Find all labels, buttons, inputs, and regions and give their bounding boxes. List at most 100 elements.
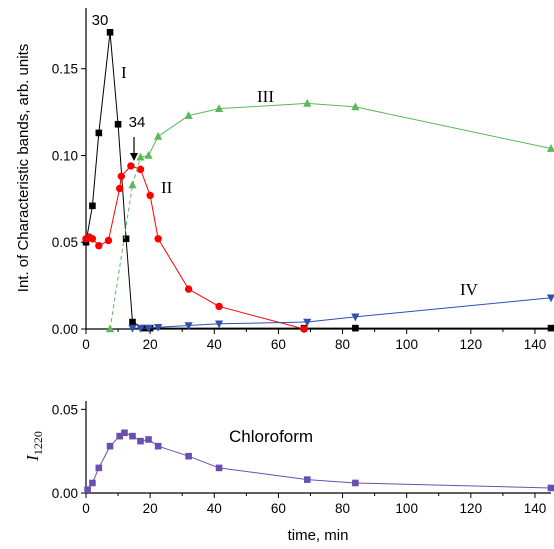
series-I-point <box>129 318 136 326</box>
series-IV-segment <box>219 321 308 325</box>
series-III-point <box>546 144 554 152</box>
series-IV-point <box>144 324 153 333</box>
series-II-point <box>88 235 97 243</box>
series-IV-segment <box>188 323 220 327</box>
bottom-series-layer <box>84 429 554 493</box>
series-I-point <box>122 235 130 243</box>
series-Chloroform-point <box>137 437 144 445</box>
series-Chloroform-segment <box>188 455 220 469</box>
series-III-segment <box>188 108 220 117</box>
series-label-II: II <box>161 178 173 197</box>
chloroform-panel: 0 20 40 60 80 100 120 140 0.00 0.05 I1220 Chlorof… <box>23 401 554 544</box>
series-Chloroform-segment <box>219 467 308 481</box>
series-Chloroform-segment <box>355 482 552 489</box>
bottom-y-axis-label-main: I <box>23 454 42 462</box>
series-III-point <box>136 152 145 161</box>
series-Chloroform-point <box>303 476 311 483</box>
series-II-segment <box>140 169 151 196</box>
bottom-y-tick-label: 0.05 <box>52 402 78 417</box>
series-III-segment <box>219 102 308 110</box>
top-axis-ticks: 0 20 40 60 80 100 120 140 0.00 0.05 0.10 0.15 <box>52 62 547 352</box>
annotation-34-arrow <box>130 137 138 161</box>
series-II-point <box>115 184 124 193</box>
series-II-segment <box>188 288 220 307</box>
top-x-tick-label: 120 <box>460 337 483 352</box>
series-Chloroform-segment <box>157 445 189 457</box>
series-IV-segment <box>158 325 189 328</box>
bottom-y-axis-label-sub: 1220 <box>31 431 45 455</box>
top-y-tick-label: 0.00 <box>52 322 78 337</box>
top-x-tick-label: 100 <box>395 337 418 352</box>
series-I-segment <box>117 124 127 239</box>
series-Chloroform-point <box>547 484 554 492</box>
series-Chloroform-point <box>116 432 123 440</box>
series-II-point <box>184 285 193 293</box>
series-label-chloroform: Chloroform <box>229 427 313 446</box>
top-y-tick-label: 0.05 <box>52 235 78 250</box>
series-II-segment <box>107 188 121 241</box>
series-IV-point <box>351 313 360 322</box>
series-I-point <box>114 120 122 128</box>
series-II-segment <box>157 238 190 290</box>
series-Chloroform-point <box>121 429 128 437</box>
top-series-layer <box>82 28 554 333</box>
annotation-34: 34 <box>129 114 146 131</box>
series-label-I: I <box>121 63 127 82</box>
bottom-x-tick-label: 100 <box>395 501 418 516</box>
series-III-segment <box>109 184 133 330</box>
bottom-x-tick-label: 40 <box>207 501 222 516</box>
top-x-tick-label: 80 <box>335 337 350 352</box>
bottom-x-tick-label: 80 <box>335 501 350 516</box>
top-y-axis-label: Int. of Characteristic bands, arb. units <box>15 44 32 292</box>
series-Chloroform-point <box>215 464 223 472</box>
main-panel: 0 20 40 60 80 100 120 140 0.00 0.05 0.10 0.15 Int. … <box>15 8 554 352</box>
series-IV-segment <box>307 316 356 323</box>
bottom-x-tick-label: 20 <box>143 501 158 516</box>
top-x-tick-label: 60 <box>271 337 286 352</box>
series-IV-segment <box>355 297 552 318</box>
bottom-x-tick-label: 140 <box>524 501 547 516</box>
series-III-point <box>105 324 115 333</box>
top-x-tick-label: 140 <box>524 337 547 352</box>
series-I-point <box>352 324 359 332</box>
series-III-segment <box>157 115 189 137</box>
series-III-point <box>214 104 224 112</box>
series-IV-point <box>303 318 312 327</box>
series-II-point <box>154 235 162 243</box>
series-III-point <box>184 111 193 119</box>
series-I-point <box>95 129 103 137</box>
top-x-tick-label: 40 <box>207 337 222 352</box>
bottom-y-axis-label: I1220 <box>23 431 45 462</box>
series-II-point <box>117 172 125 181</box>
series-II-point <box>300 325 308 333</box>
series-I-segment <box>109 32 119 125</box>
series-label-IV: IV <box>460 280 479 299</box>
series-II-point <box>215 302 223 311</box>
series-Chloroform-point <box>154 442 162 450</box>
series-IV-point <box>184 322 193 331</box>
series-I-segment <box>125 238 133 323</box>
series-IV-point <box>546 294 554 303</box>
series-II-point <box>95 242 103 250</box>
series-II-point <box>136 165 145 174</box>
top-y-tick-label: 0.15 <box>52 62 78 77</box>
series-IV-point <box>154 323 163 332</box>
series-III-point <box>154 131 163 140</box>
series-Chloroform-segment <box>98 445 111 469</box>
bottom-x-tick-label: 60 <box>271 501 286 516</box>
series-III-point <box>351 102 360 111</box>
series-Chloroform-segment <box>307 479 356 484</box>
bottom-axis-ticks: 0 20 40 60 80 100 120 140 0.00 0.05 <box>52 402 547 516</box>
series-III-segment <box>355 106 552 150</box>
series-I-segment <box>98 32 111 133</box>
series-Chloroform-point <box>145 436 152 443</box>
series-Chloroform-point <box>106 442 114 450</box>
series-IV-point <box>128 324 137 333</box>
series-II-segment <box>218 305 305 330</box>
series-II-point <box>127 162 135 170</box>
bottom-x-tick-label: 0 <box>82 501 90 516</box>
series-III-segment <box>132 157 141 186</box>
bottom-x-tick-label: 120 <box>460 501 483 516</box>
series-III-segment <box>307 102 356 108</box>
series-Chloroform-point <box>95 464 103 472</box>
